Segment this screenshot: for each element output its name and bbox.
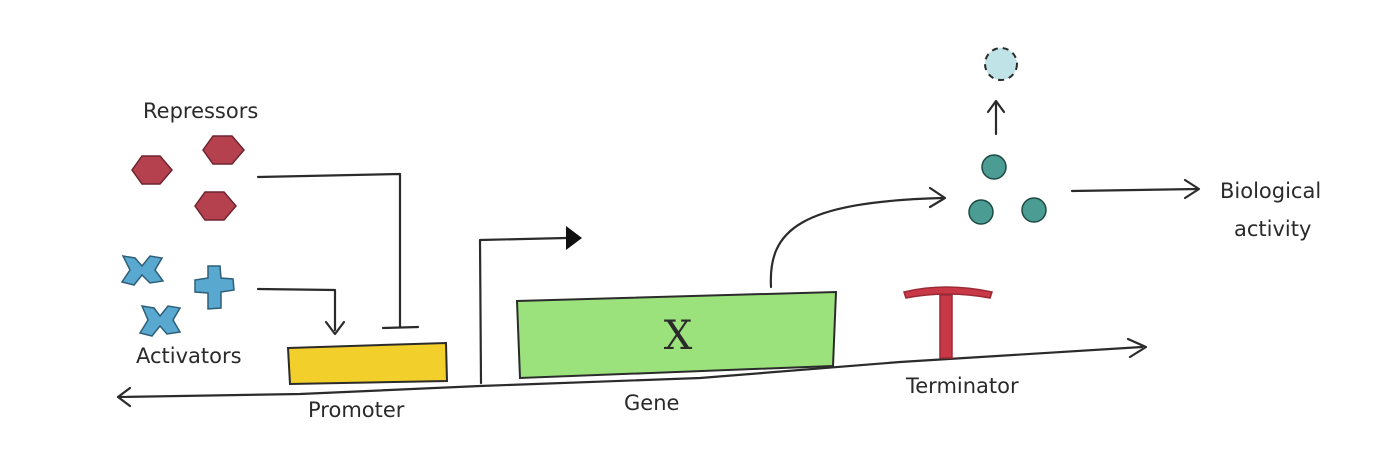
product-circle [981, 154, 1007, 180]
repression-line [256, 172, 420, 330]
gene-fill [515, 290, 838, 380]
degradation-arrow [986, 99, 1006, 136]
repressor-hexagon [131, 155, 173, 185]
dna-strand [116, 337, 1148, 408]
gene-label: Gene [624, 391, 679, 415]
promoter-box [286, 341, 449, 386]
activators-label: Activators [136, 344, 242, 368]
promoter-fill [286, 341, 449, 386]
activator-molecules [120, 255, 235, 337]
biological-activity-label-line2: activity [1234, 217, 1311, 241]
activation-arrow [256, 287, 346, 336]
activity-arrow [1070, 178, 1201, 200]
arrow-head-filled [566, 226, 582, 250]
terminator-label: Terminator [905, 374, 1019, 398]
biological-activity-label-line1: Biological [1220, 179, 1321, 203]
gene-symbol: X [664, 313, 693, 359]
product-circle [1021, 197, 1047, 223]
repressor-hexagon [194, 191, 237, 221]
activator-x-shape [120, 255, 165, 286]
gene-box: X [515, 290, 838, 380]
transcription-start-arrow [478, 226, 582, 385]
repressors-label: Repressors [143, 99, 258, 123]
repressor-hexagon [202, 135, 245, 165]
product-molecules [968, 154, 1047, 225]
promoter-label: Promoter [308, 398, 405, 422]
degraded-product-circle [984, 47, 1018, 81]
activator-cross-shape [194, 265, 235, 310]
product-circle [968, 199, 994, 225]
repressor-molecules [131, 135, 245, 221]
activator-x-shape [138, 305, 182, 337]
terminator-symbol [903, 286, 993, 359]
expression-arrow [769, 186, 947, 289]
